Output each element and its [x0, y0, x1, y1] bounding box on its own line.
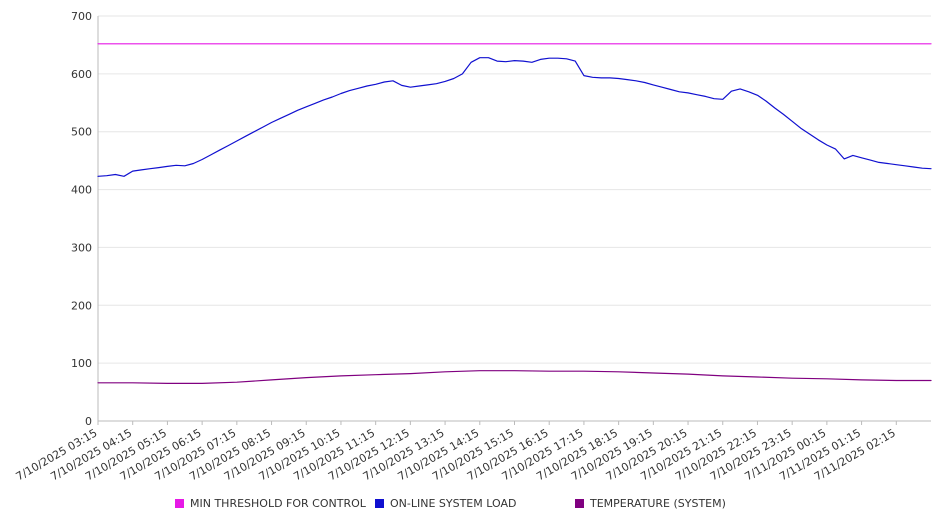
- y-tick-label: 500: [71, 126, 92, 139]
- y-tick-label: 600: [71, 68, 92, 81]
- axes: [97, 16, 931, 422]
- y-tick-label: 400: [71, 184, 92, 197]
- y-tick-label: 0: [85, 415, 92, 428]
- series-line-system-load: [97, 57, 932, 177]
- y-tick-label: 700: [71, 10, 92, 23]
- legend-item-threshold[interactable]: MIN THRESHOLD FOR CONTROL: [175, 497, 366, 510]
- series-line-temperature: [97, 370, 932, 384]
- y-tick-label: 100: [71, 357, 92, 370]
- x-axis-ticks: 7/10/2025 03:157/10/2025 04:157/10/2025 …: [14, 421, 898, 483]
- legend: MIN THRESHOLD FOR CONTROL ON-LINE SYSTEM…: [0, 497, 946, 517]
- legend-label-temperature: TEMPERATURE (SYSTEM): [590, 497, 726, 510]
- grid-lines: [98, 15, 931, 364]
- legend-label-threshold: MIN THRESHOLD FOR CONTROL: [190, 497, 366, 510]
- series-lines: [97, 43, 932, 384]
- legend-swatch-system-load: [375, 499, 384, 508]
- y-tick-label: 200: [71, 299, 92, 312]
- y-axis-ticks: 0 100 200 300 400 500 600 700: [71, 10, 92, 428]
- legend-item-temperature[interactable]: TEMPERATURE (SYSTEM): [575, 497, 726, 510]
- legend-item-system-load[interactable]: ON-LINE SYSTEM LOAD: [375, 497, 516, 510]
- legend-swatch-temperature: [575, 499, 584, 508]
- legend-label-system-load: ON-LINE SYSTEM LOAD: [390, 497, 517, 510]
- y-tick-label: 300: [71, 241, 92, 254]
- legend-swatch-threshold: [175, 499, 184, 508]
